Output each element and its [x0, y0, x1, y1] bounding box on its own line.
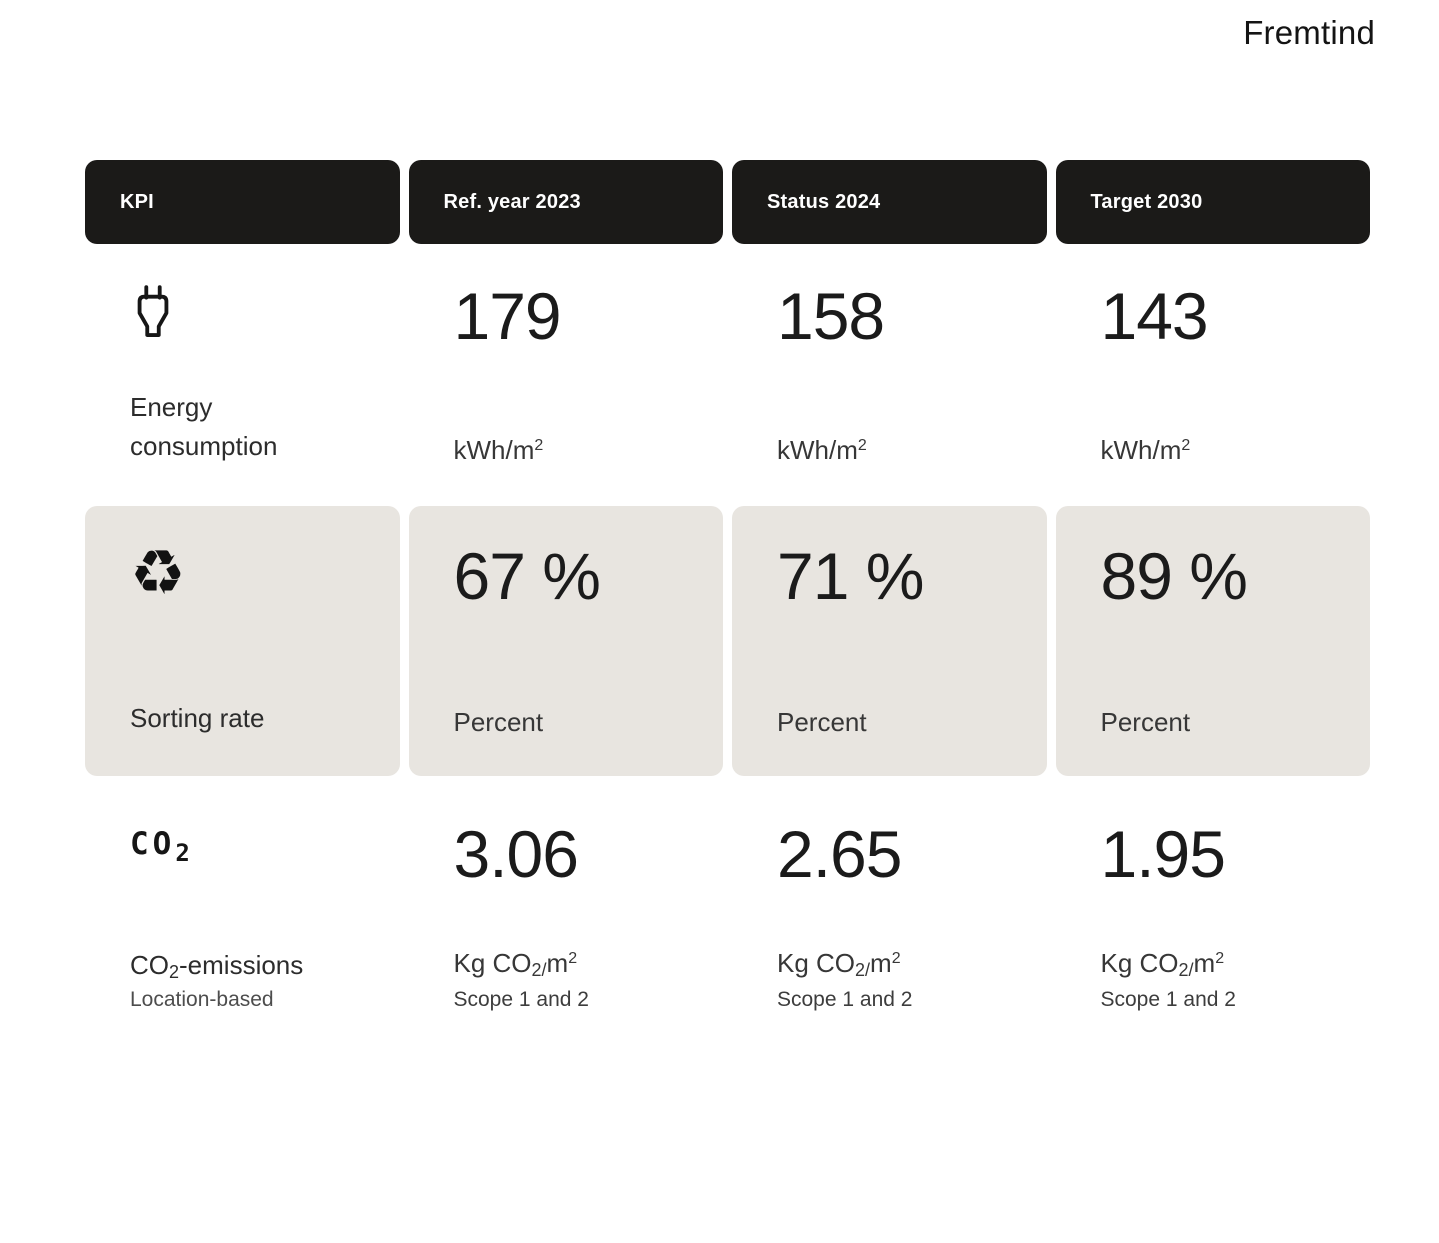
kpi-value: 3.06: [453, 817, 579, 891]
row-label: Sorting rate: [130, 703, 265, 733]
brand-logo: Fremtind: [1243, 14, 1375, 51]
kpi-unit: Kg CO2/m2: [777, 948, 1017, 982]
recycle-glyph: ♻: [130, 536, 186, 609]
co2-glyph: CO2: [130, 820, 190, 867]
unit-text: Kg CO: [777, 948, 856, 979]
kpi-unit: kWh/m2: [1101, 435, 1341, 466]
energy-ref-year-cell: 179 kWh/m2: [409, 272, 724, 506]
kpi-unit-block: Kg CO2/m2 Scope 1 and 2: [454, 948, 694, 1012]
kpi-unit: Percent: [453, 706, 544, 737]
kpi-value: 1.95: [1100, 817, 1226, 891]
co2-glyph-letters: CO: [130, 826, 176, 862]
energy-status-cell: 158 kWh/m2: [732, 272, 1047, 506]
kpi-unit-block: Kg CO2/m2 Scope 1 and 2: [777, 948, 1017, 1012]
kpi-value: 89 %: [1100, 539, 1248, 613]
unit-subscript: 2/: [1178, 960, 1194, 981]
label-subscript: 2: [169, 962, 180, 982]
column-header-label: Ref. year 2023: [443, 190, 581, 213]
column-header-label: Target 2030: [1090, 190, 1203, 213]
sorting-label-cell: ♻ Sorting rate: [85, 506, 400, 776]
kpi-unit: kWh/m2: [454, 435, 694, 466]
kpi-unit-block: Kg CO2/m2 Scope 1 and 2: [1101, 948, 1341, 1012]
unit-text: m: [870, 948, 892, 979]
kpi-unit: Percent: [777, 706, 867, 737]
row-sublabel: Location-based: [130, 988, 274, 1011]
unit-superscript: 2: [1215, 950, 1225, 968]
sorting-target-cell: 89 % Percent: [1055, 506, 1370, 776]
kpi-table-header-row: KPI Ref. year 2023 Status 2024 Target 20…: [85, 160, 1370, 244]
co2-status-cell: 2.65 Kg CO2/m2 Scope 1 and 2: [732, 792, 1047, 1024]
column-header-status-2024: Status 2024: [732, 160, 1047, 244]
co2-ref-year-cell: 3.06 Kg CO2/m2 Scope 1 and 2: [409, 792, 724, 1024]
kpi-unit: Kg CO2/m2: [454, 948, 694, 982]
kpi-unit-note: Scope 1 and 2: [453, 988, 589, 1011]
column-header-label: KPI: [120, 190, 154, 213]
kpi-unit: Percent: [1100, 706, 1191, 737]
unit-superscript: 2: [1181, 436, 1191, 454]
kpi-unit-note: Scope 1 and 2: [777, 988, 913, 1011]
label-text: -emissions: [179, 950, 304, 980]
co2-label-cell: CO2 CO2-emissions Location-based: [85, 792, 400, 1024]
unit-superscript: 2: [891, 950, 901, 968]
table-row-energy-consumption: Energy consumption 179 kWh/m2 158 kWh/m2…: [85, 272, 1370, 506]
recycle-icon: ♻: [130, 542, 370, 612]
unit-text: m: [546, 948, 569, 979]
plug-icon: [130, 282, 370, 352]
co2-target-cell: 1.95 Kg CO2/m2 Scope 1 and 2: [1056, 792, 1371, 1024]
kpi-value: 71 %: [777, 539, 924, 613]
label-text: CO: [130, 950, 169, 980]
unit-text: kWh/m: [453, 434, 535, 465]
column-header-ref-year-2023: Ref. year 2023: [408, 160, 723, 244]
unit-text: kWh/m: [1100, 434, 1182, 465]
unit-superscript: 2: [857, 436, 867, 454]
sorting-status-cell: 71 % Percent: [732, 506, 1047, 776]
energy-label-cell: Energy consumption: [85, 272, 400, 506]
row-label-block: CO2-emissions Location-based: [130, 946, 370, 1012]
kpi-value: 158: [777, 279, 885, 353]
kpi-table: KPI Ref. year 2023 Status 2024 Target 20…: [85, 160, 1370, 1024]
kpi-value: 179: [453, 279, 562, 353]
energy-target-cell: 143 kWh/m2: [1056, 272, 1371, 506]
unit-subscript: 2/: [855, 960, 871, 981]
unit-subscript: 2/: [531, 960, 547, 981]
table-row-sorting-rate: ♻ Sorting rate 67 % Percent 71 % Percent…: [85, 506, 1370, 776]
kpi-unit-note: Scope 1 and 2: [1100, 988, 1236, 1011]
unit-superscript: 2: [534, 436, 544, 454]
unit-text: m: [1193, 948, 1216, 979]
co2-glyph-subscript: 2: [175, 839, 190, 867]
table-row-co2-emissions: CO2 CO2-emissions Location-based 3.06 Kg…: [85, 792, 1370, 1024]
kpi-unit: Kg CO2/m2: [1101, 948, 1341, 982]
sorting-ref-year-cell: 67 % Percent: [408, 506, 723, 776]
row-label: CO2-emissions: [130, 946, 370, 986]
unit-text: Kg CO: [1100, 948, 1179, 979]
kpi-value: 2.65: [777, 817, 902, 891]
co2-icon: CO2: [130, 820, 370, 890]
row-label: Energy consumption: [130, 392, 278, 461]
column-header-target-2030: Target 2030: [1055, 160, 1370, 244]
column-header-kpi: KPI: [85, 160, 400, 244]
kpi-unit: kWh/m2: [777, 435, 1017, 466]
unit-superscript: 2: [568, 950, 578, 968]
kpi-value: 67 %: [453, 539, 601, 613]
column-header-label: Status 2024: [767, 190, 881, 213]
kpi-value: 143: [1100, 279, 1209, 353]
unit-text: kWh/m: [777, 434, 858, 465]
unit-text: Kg CO: [453, 948, 532, 979]
